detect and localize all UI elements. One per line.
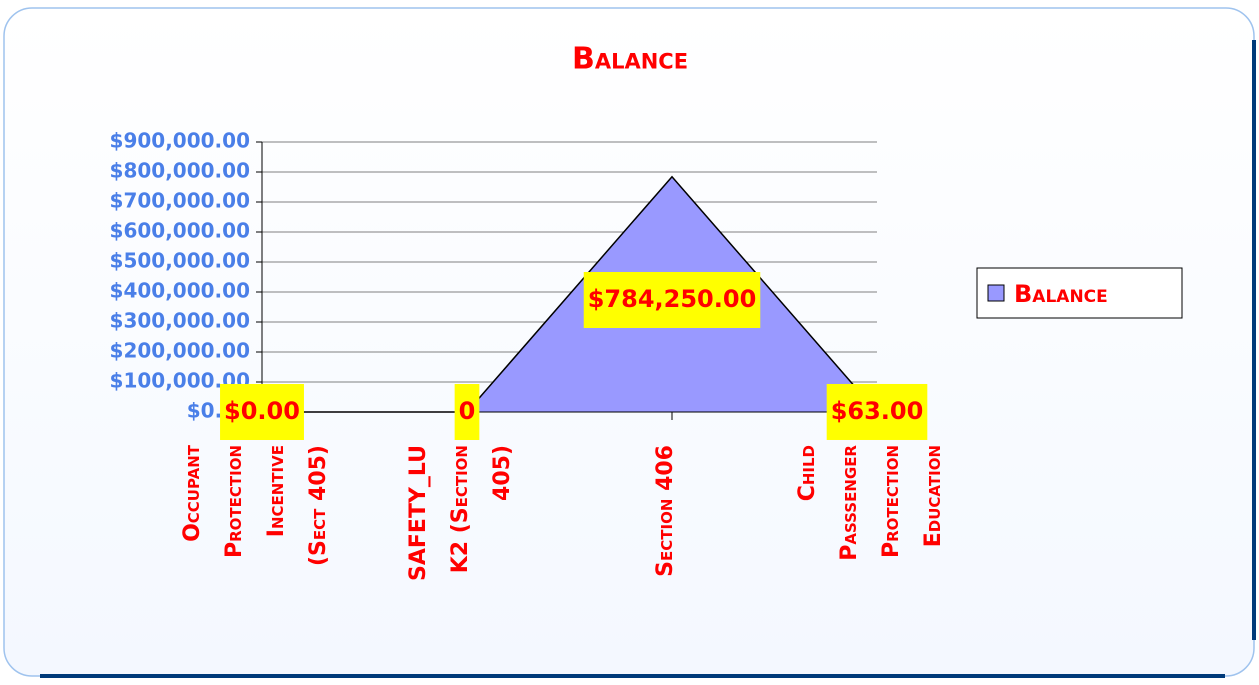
x-tick-label: SAFETY_LU bbox=[406, 445, 431, 581]
y-tick-label: $900,000.00 bbox=[110, 129, 250, 153]
y-tick-label: $200,000.00 bbox=[110, 339, 250, 363]
x-tick-label: K2 (Section bbox=[448, 445, 473, 573]
y-tick-label: $700,000.00 bbox=[110, 189, 250, 213]
x-tick-label: Incentive bbox=[264, 445, 289, 537]
frame-shadow bbox=[40, 40, 1256, 678]
x-tick-label: (Sect 405) bbox=[306, 445, 331, 566]
value-label: $63.00 bbox=[831, 397, 924, 425]
legend-swatch bbox=[987, 284, 1005, 302]
chart-title: Balance bbox=[572, 42, 688, 77]
legend-box bbox=[976, 267, 1183, 319]
y-tick-label: $400,000.00 bbox=[110, 279, 250, 303]
x-tick-label: 405) bbox=[490, 445, 515, 501]
value-label-bg bbox=[826, 383, 928, 440]
x-tick-label: Passsenger bbox=[837, 445, 862, 561]
y-tick-label: $500,000.00 bbox=[110, 249, 250, 273]
value-label: $784,250.00 bbox=[588, 285, 757, 313]
x-tick-label: Education bbox=[921, 445, 946, 547]
value-label: $0.00 bbox=[224, 397, 300, 425]
y-tick-label: $800,000.00 bbox=[110, 159, 250, 183]
x-tick-label: Occupant bbox=[180, 444, 205, 542]
x-tick-label: Protection bbox=[879, 445, 904, 558]
x-tick-label: Child bbox=[795, 445, 820, 501]
value-label-bg bbox=[454, 384, 480, 440]
legend-label: Balance bbox=[1014, 280, 1108, 308]
x-tick-label: Protection bbox=[222, 445, 247, 558]
value-label-bg bbox=[583, 272, 761, 328]
value-label: 0 bbox=[459, 397, 476, 425]
y-tick-label: $300,000.00 bbox=[110, 309, 250, 333]
y-tick-label: $600,000.00 bbox=[110, 219, 250, 243]
value-label-bg bbox=[220, 384, 304, 440]
x-tick-label: Section 406 bbox=[653, 445, 678, 577]
